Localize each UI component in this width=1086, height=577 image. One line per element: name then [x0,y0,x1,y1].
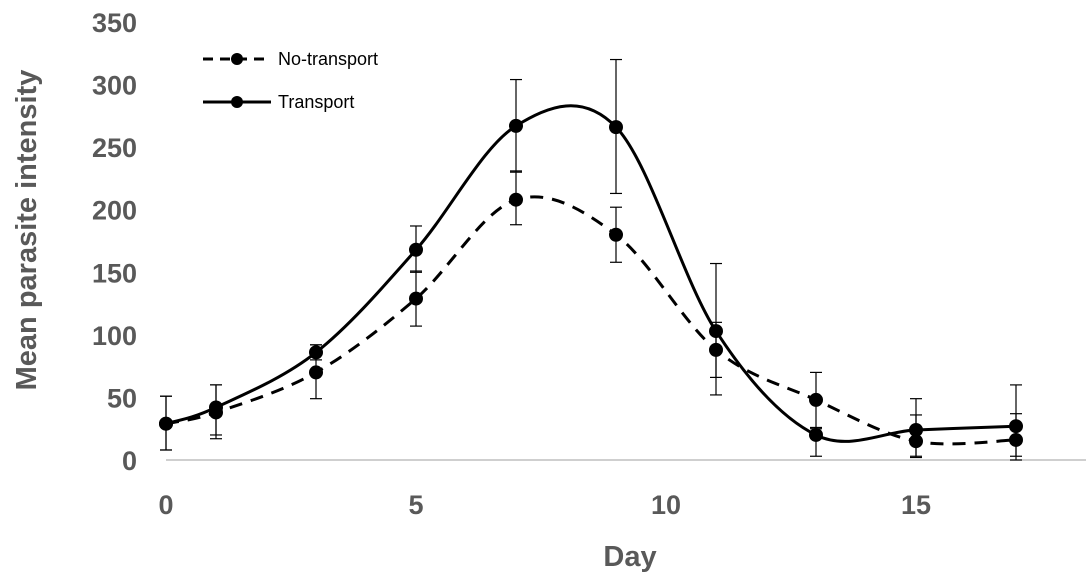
data-point [809,392,823,407]
series-transport [159,58,1023,457]
data-point [509,192,523,207]
y-tick-labels: 0 50 100 150 200 250 300 350 [92,8,137,476]
data-point [809,427,823,442]
legend-marker-no-transport [231,53,243,65]
y-tick-label: 200 [92,196,137,226]
y-tick-label: 100 [92,321,137,351]
x-axis-title: Day [603,541,656,573]
x-tick-label: 5 [408,490,423,520]
data-point [309,345,323,360]
legend-label-transport: Transport [278,92,354,112]
series-line-no-transport [165,195,1017,446]
series-layer [159,58,1023,461]
data-point [409,291,423,306]
x-tick-label: 0 [158,490,173,520]
data-point [209,400,223,415]
y-axis-title: Mean parasite intensity [11,70,43,391]
legend-marker-transport [231,96,243,108]
y-tick-label: 50 [107,383,137,413]
x-tick-label: 10 [651,490,681,520]
x-tick-labels: 0 5 10 15 [158,490,931,520]
data-point [609,227,623,242]
x-tick-label: 15 [901,490,931,520]
data-point [709,324,723,339]
series-no-transport [159,170,1023,461]
y-tick-label: 350 [92,8,137,38]
series-line-transport [165,104,1017,443]
y-tick-label: 250 [92,133,137,163]
legend-label-no-transport: No-transport [278,49,378,69]
data-point [609,120,623,135]
data-point [509,118,523,133]
y-tick-label: 300 [92,71,137,101]
data-point [1009,419,1023,434]
data-point [909,422,923,437]
data-point [159,416,173,431]
y-tick-label: 150 [92,258,137,288]
data-point [309,365,323,380]
data-point [409,242,423,257]
legend: No-transport Transport [203,49,378,112]
y-tick-label: 0 [122,446,137,476]
